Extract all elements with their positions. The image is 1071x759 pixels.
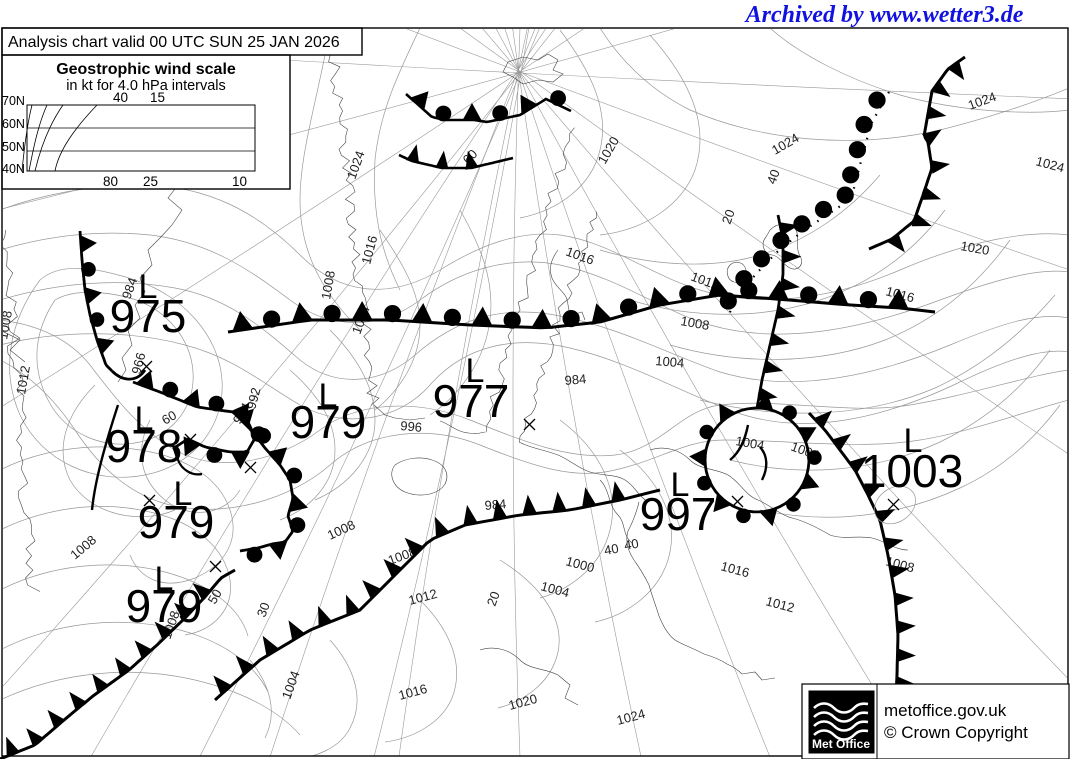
svg-text:1004: 1004: [279, 669, 303, 701]
svg-text:1016: 1016: [358, 234, 380, 266]
svg-text:40: 40: [623, 536, 640, 553]
svg-text:1008: 1008: [679, 313, 710, 333]
svg-text:979: 979: [126, 580, 203, 632]
svg-text:1004: 1004: [655, 353, 685, 370]
svg-text:1024: 1024: [344, 149, 368, 181]
svg-text:Met Office: Met Office: [812, 737, 870, 751]
svg-text:10: 10: [232, 174, 247, 189]
svg-text:1012: 1012: [764, 593, 796, 615]
svg-text:1016: 1016: [397, 681, 429, 703]
svg-text:1024: 1024: [966, 89, 998, 113]
svg-text:metoffice.gov.uk: metoffice.gov.uk: [884, 701, 1007, 720]
svg-text:Geostrophic wind scale: Geostrophic wind scale: [56, 61, 236, 78]
svg-text:1020: 1020: [595, 134, 622, 167]
svg-text:1024: 1024: [615, 706, 647, 728]
svg-text:1016: 1016: [719, 558, 751, 580]
svg-text:1020: 1020: [507, 691, 539, 713]
svg-text:40: 40: [603, 541, 620, 558]
svg-text:40: 40: [764, 167, 783, 186]
svg-text:1008: 1008: [67, 532, 99, 562]
svg-text:975: 975: [110, 290, 187, 342]
svg-text:50N: 50N: [2, 140, 25, 154]
svg-text:40N: 40N: [2, 162, 25, 176]
svg-text:20: 20: [719, 207, 738, 226]
svg-text:978: 978: [106, 420, 183, 472]
svg-text:997: 997: [640, 488, 717, 540]
svg-text:979: 979: [138, 496, 215, 548]
svg-text:© Crown Copyright: © Crown Copyright: [884, 723, 1028, 742]
svg-text:15: 15: [150, 90, 165, 105]
svg-text:977: 977: [433, 375, 510, 427]
svg-text:80: 80: [103, 174, 118, 189]
svg-text:25: 25: [143, 174, 158, 189]
svg-text:979: 979: [290, 396, 367, 448]
svg-text:1000: 1000: [564, 553, 596, 575]
svg-text:40: 40: [113, 90, 128, 105]
svg-text:1008: 1008: [325, 517, 358, 543]
svg-text:1024: 1024: [1034, 153, 1066, 175]
svg-text:1012: 1012: [407, 586, 439, 608]
svg-text:Analysis chart valid 00 UTC S: Analysis chart valid 00 UTC SUN 25 JAN 2…: [8, 34, 340, 51]
svg-text:20: 20: [484, 589, 503, 608]
svg-text:1016: 1016: [564, 244, 596, 268]
svg-text:60N: 60N: [2, 117, 25, 131]
svg-text:984: 984: [564, 371, 587, 388]
svg-text:996: 996: [400, 418, 423, 435]
svg-text:70N: 70N: [2, 94, 25, 108]
svg-text:966: 966: [128, 351, 148, 376]
svg-text:1008: 1008: [318, 269, 338, 300]
svg-text:1003: 1003: [861, 445, 963, 497]
svg-text:in kt for 4.0 hPa intervals: in kt for 4.0 hPa intervals: [66, 78, 226, 94]
